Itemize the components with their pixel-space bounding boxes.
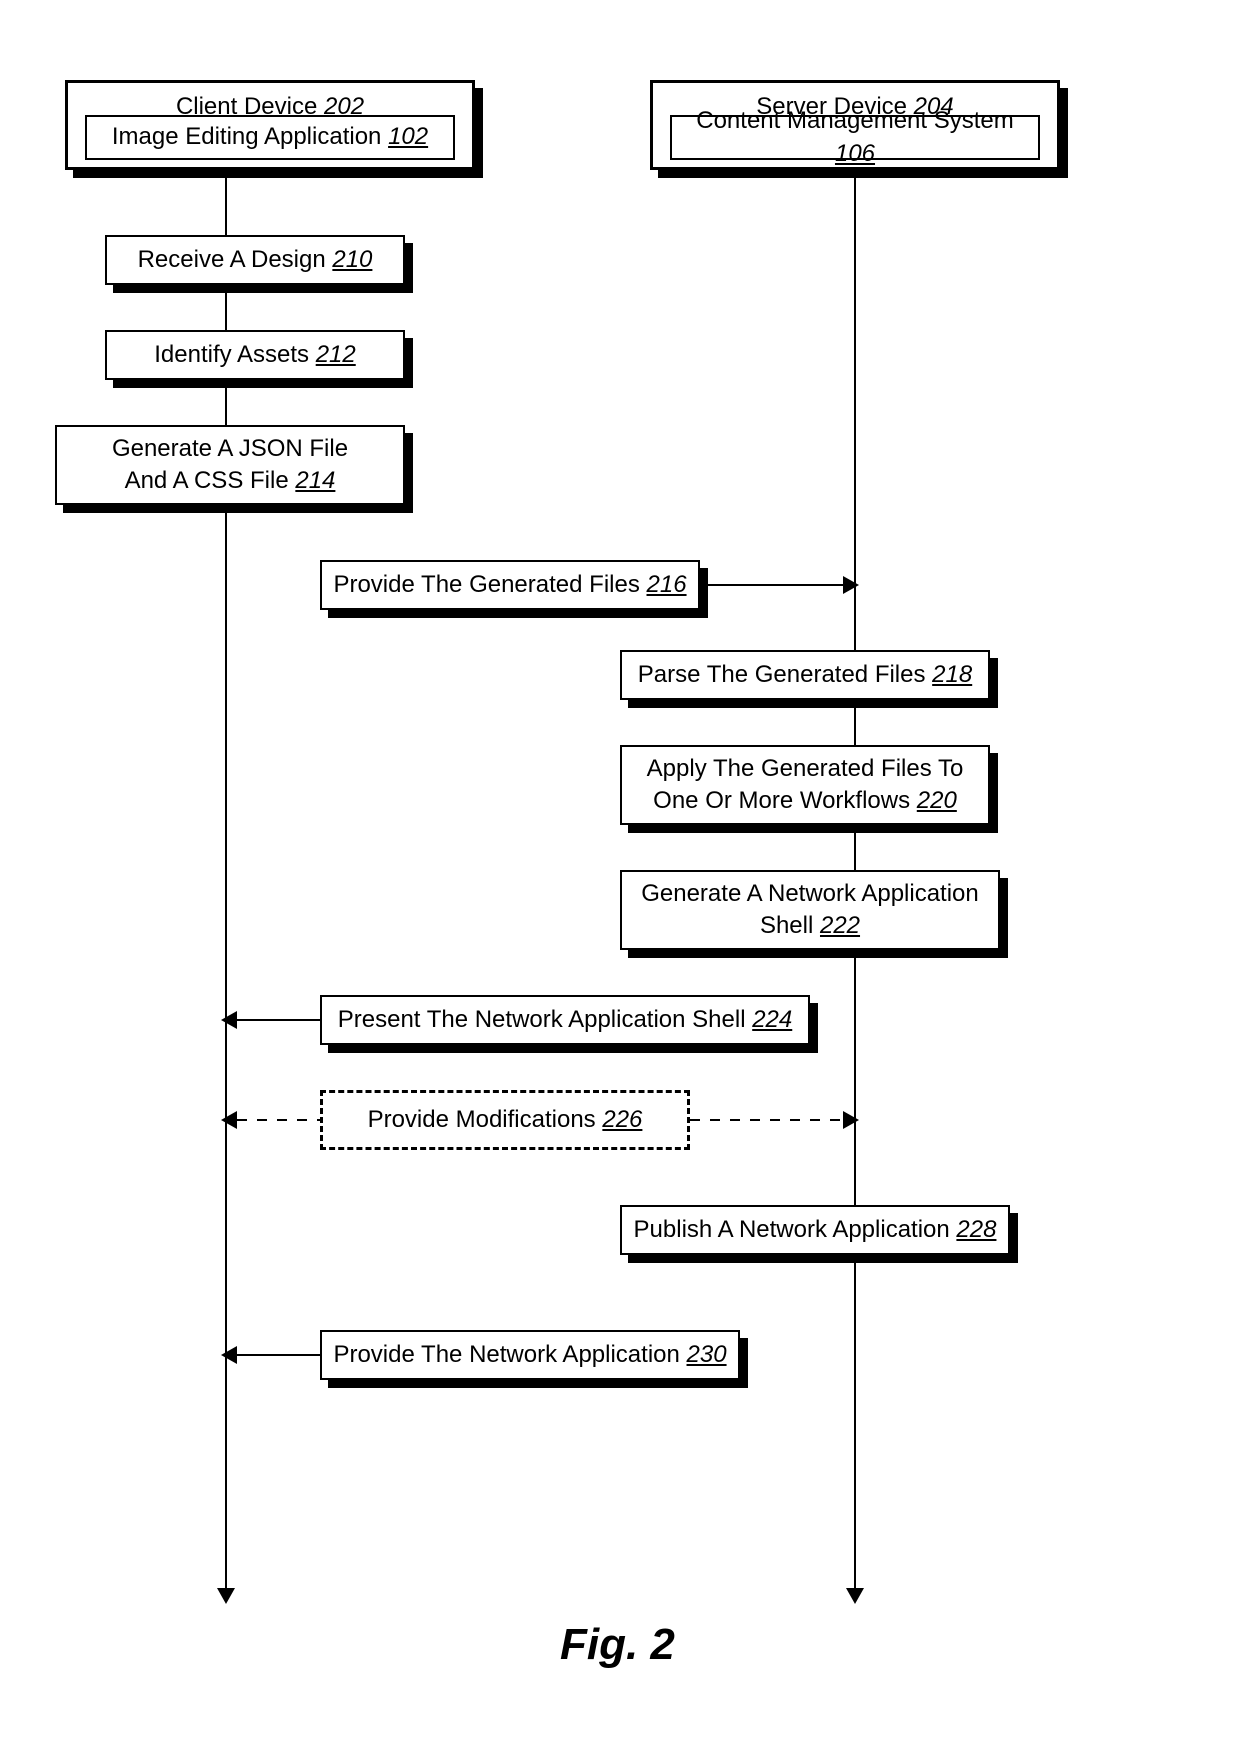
node-label-generate_shell: Generate A Network ApplicationShell 222 [631, 872, 989, 949]
node-publish_app: Publish A Network Application 228 [620, 1205, 1010, 1255]
node-ref-publish_app: 228 [956, 1216, 996, 1243]
node-ref-parse_files: 218 [932, 661, 972, 688]
node-ref-identify_assets: 212 [316, 341, 356, 368]
edge-e224-left [237, 1019, 320, 1021]
arrow-e226-right [843, 1111, 859, 1129]
edge-e226-left [237, 1119, 320, 1121]
arrow-e216-right [843, 576, 859, 594]
node-generate_shell: Generate A Network ApplicationShell 222 [620, 870, 1000, 950]
node-label-cms: Content Management System 106 [672, 99, 1038, 176]
edge-e216-right [700, 584, 845, 586]
node-receive_design: Receive A Design 210 [105, 235, 405, 285]
node-identify_assets: Identify Assets 212 [105, 330, 405, 380]
node-ref-provide_app: 230 [687, 1341, 727, 1368]
node-label-receive_design: Receive A Design 210 [128, 238, 383, 282]
node-present_shell: Present The Network Application Shell 22… [320, 995, 810, 1045]
node-ref-image_editing: 102 [388, 123, 428, 150]
flowchart-stage: Fig. 2 Client Device 202Image Editing Ap… [0, 0, 1240, 1762]
node-label-provide_app: Provide The Network Application 230 [323, 1333, 736, 1377]
node-label-apply_files: Apply The Generated Files ToOne Or More … [637, 747, 974, 824]
node-image_editing: Image Editing Application 102 [85, 115, 455, 160]
arrow-e230-left [221, 1346, 237, 1364]
edge-e226-right [690, 1119, 845, 1121]
node-ref-generate_files: 214 [295, 467, 335, 494]
node-ref-receive_design: 210 [332, 246, 372, 273]
node-label-provide_mods: Provide Modifications 226 [358, 1098, 653, 1142]
node-label-parse_files: Parse The Generated Files 218 [628, 653, 982, 697]
edge-e230-left [237, 1354, 320, 1356]
node-label-generate_files: Generate A JSON FileAnd A CSS File 214 [102, 427, 358, 504]
arrow-server-axis [846, 1588, 864, 1604]
node-label-identify_assets: Identify Assets 212 [144, 333, 365, 377]
node-ref-provide_mods: 226 [602, 1106, 642, 1133]
node-label-provide_files: Provide The Generated Files 216 [323, 563, 696, 607]
node-ref-apply_files: 220 [917, 787, 957, 814]
node-label-present_shell: Present The Network Application Shell 22… [328, 998, 803, 1042]
figure-caption: Fig. 2 [560, 1620, 675, 1670]
node-ref-present_shell: 224 [752, 1006, 792, 1033]
node-ref-provide_files: 216 [647, 571, 687, 598]
node-ref-cms: 106 [835, 140, 875, 167]
node-label-image_editing: Image Editing Application 102 [102, 115, 438, 159]
node-cms: Content Management System 106 [670, 115, 1040, 160]
arrow-client-axis [217, 1588, 235, 1604]
arrow-e226-left [221, 1111, 237, 1129]
node-ref-generate_shell: 222 [820, 912, 860, 939]
node-provide_files: Provide The Generated Files 216 [320, 560, 700, 610]
node-provide_mods: Provide Modifications 226 [320, 1090, 690, 1150]
node-label-publish_app: Publish A Network Application 228 [624, 1208, 1007, 1252]
arrow-e224-left [221, 1011, 237, 1029]
node-generate_files: Generate A JSON FileAnd A CSS File 214 [55, 425, 405, 505]
node-provide_app: Provide The Network Application 230 [320, 1330, 740, 1380]
node-apply_files: Apply The Generated Files ToOne Or More … [620, 745, 990, 825]
node-parse_files: Parse The Generated Files 218 [620, 650, 990, 700]
